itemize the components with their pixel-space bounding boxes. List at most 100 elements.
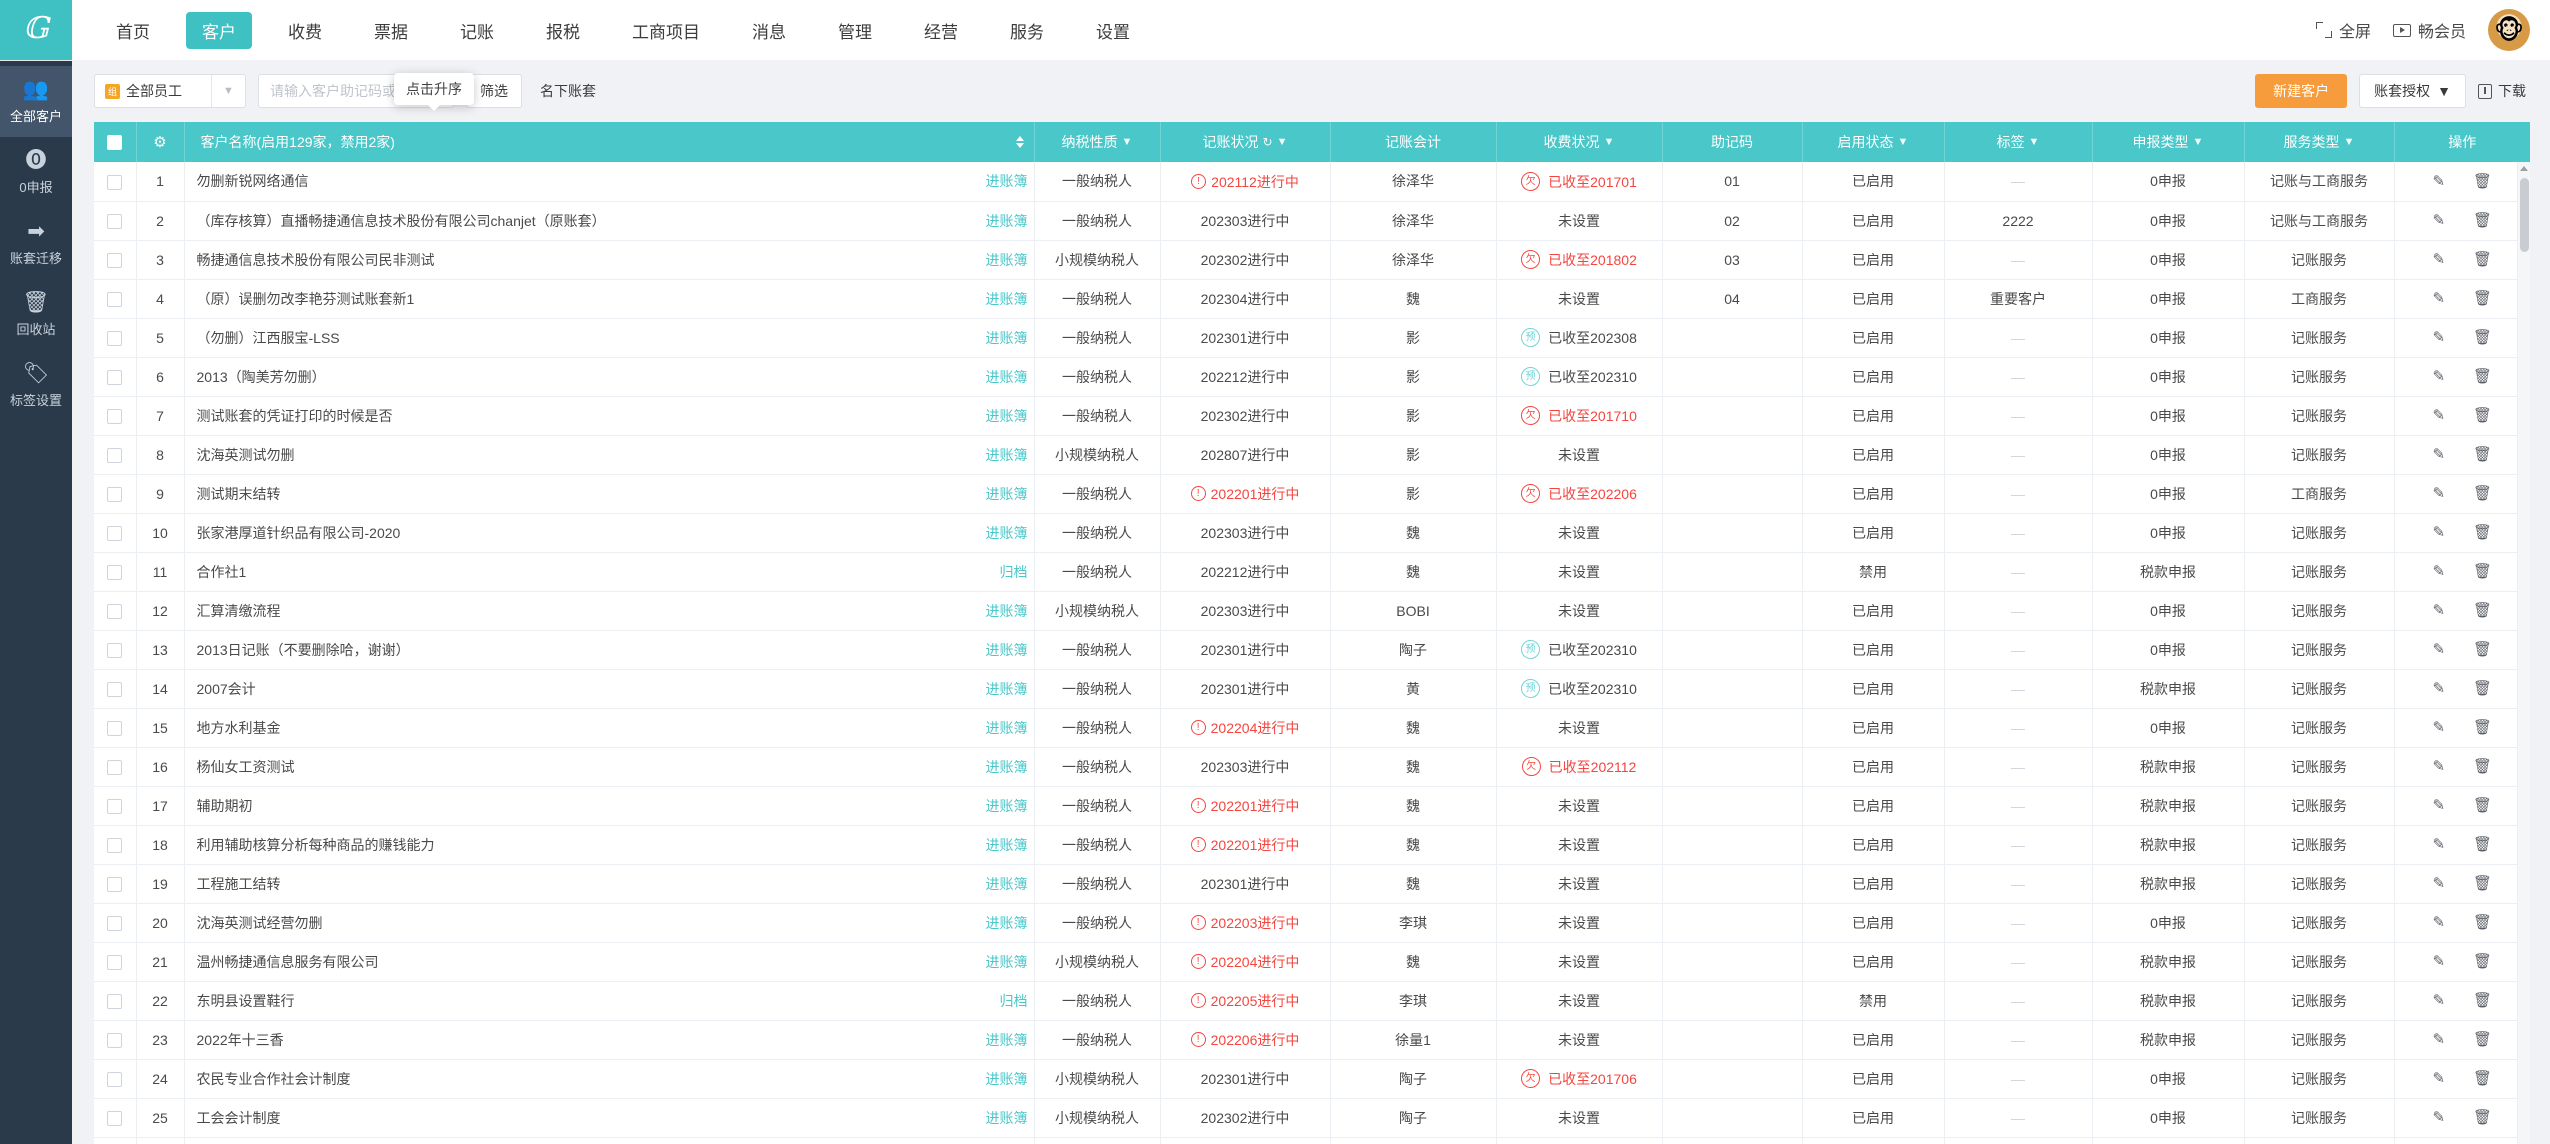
row-checkbox[interactable] xyxy=(107,213,123,229)
enter-ledger-link[interactable]: 进账簿 xyxy=(985,368,1028,385)
edit-icon[interactable]: ✎ xyxy=(2432,172,2446,190)
delete-icon[interactable]: 🗑 xyxy=(2473,251,2493,268)
sidebar-item-1[interactable]: 🄌 0申报 xyxy=(0,137,72,208)
edit-icon[interactable]: ✎ xyxy=(2432,758,2446,775)
delete-icon[interactable]: 🗑 xyxy=(2473,680,2493,697)
table-row[interactable]: 12 汇算清缴流程 进账簿 小规模纳税人 202303进行中 BOBI 未设置 已启用 —0申报… xyxy=(94,591,2530,631)
row-checkbox-cell[interactable] xyxy=(94,669,137,709)
filter-icon[interactable]: ▼ xyxy=(2343,136,2355,148)
row-checkbox[interactable] xyxy=(107,408,123,424)
enter-ledger-link[interactable]: 进账簿 xyxy=(985,173,1028,190)
table-row[interactable]: 24 农民专业合作社会计制度 进账簿 小规模纳税人 202301进行中 陶子 欠已收至201… xyxy=(94,1059,2530,1099)
edit-icon[interactable]: ✎ xyxy=(2432,524,2446,541)
chevron-down-icon[interactable]: ▼ xyxy=(211,75,245,107)
filter-icon[interactable]: ▼ xyxy=(1897,136,1909,148)
delete-icon[interactable]: 🗑 xyxy=(2473,446,2493,463)
nav-item-3[interactable]: 票据 xyxy=(374,22,408,42)
row-checkbox[interactable] xyxy=(107,876,123,892)
sidebar-item-4[interactable]: 🏷 标签设置 xyxy=(0,350,72,421)
row-checkbox-cell[interactable] xyxy=(94,630,137,670)
row-checkbox-cell[interactable] xyxy=(94,435,137,475)
enter-ledger-link[interactable]: 进账簿 xyxy=(985,914,1028,931)
filter-icon[interactable]: ▼ xyxy=(1276,136,1288,148)
sidebar-item-2[interactable]: ➡ 账套迁移 xyxy=(0,208,72,279)
row-checkbox-cell[interactable] xyxy=(94,357,137,397)
row-checkbox[interactable] xyxy=(107,837,123,853)
delete-icon[interactable]: 🗑 xyxy=(2473,563,2493,580)
nav-item-7[interactable]: 消息 xyxy=(752,22,786,42)
column-header-acct[interactable]: 记账会计 xyxy=(1330,122,1497,162)
sort-toggle[interactable] xyxy=(1015,136,1028,148)
row-checkbox-cell[interactable] xyxy=(94,825,137,865)
row-checkbox-cell[interactable] xyxy=(94,1020,137,1060)
delete-icon[interactable]: 🗑 xyxy=(2473,368,2493,385)
enter-ledger-link[interactable]: 进账簿 xyxy=(985,212,1028,229)
delete-icon[interactable]: 🗑 xyxy=(2473,1109,2493,1126)
row-checkbox[interactable] xyxy=(107,759,123,775)
enter-ledger-link[interactable]: 进账簿 xyxy=(985,641,1028,658)
app-logo[interactable]: 𝔾 xyxy=(0,0,72,60)
row-checkbox-cell[interactable] xyxy=(94,1059,137,1099)
delete-icon[interactable]: 🗑 xyxy=(2473,875,2493,892)
table-row[interactable]: 2 （库存核算）直播畅捷通信息技术股份有限公司chanjet（原账套） 进账簿 一般纳… xyxy=(94,201,2530,241)
enter-ledger-link[interactable]: 进账簿 xyxy=(985,1031,1028,1048)
enter-ledger-link[interactable]: 进账簿 xyxy=(985,836,1028,853)
enter-ledger-link[interactable]: 进账簿 xyxy=(985,680,1028,697)
row-checkbox-cell[interactable] xyxy=(94,279,137,319)
table-row[interactable]: 18 利用辅助核算分析每种商品的赚钱能力 进账簿 一般纳税人! 202201进行中魏未设… xyxy=(94,825,2530,865)
download-button[interactable]: 下载 xyxy=(2478,81,2530,101)
row-checkbox-cell[interactable] xyxy=(94,1098,137,1138)
delete-icon[interactable]: 🗑 xyxy=(2473,212,2493,229)
table-row[interactable]: 1 勿删新锐网络通信 进账簿 一般纳税人! 202112进行中 徐泽华 欠已收至201701… xyxy=(94,162,2530,202)
edit-icon[interactable]: ✎ xyxy=(2432,797,2446,814)
nav-item-2[interactable]: 收费 xyxy=(288,22,322,42)
row-checkbox[interactable] xyxy=(107,369,123,385)
row-checkbox[interactable] xyxy=(107,174,123,190)
table-row[interactable]: 23 2022年十三香 进账簿 一般纳税人! 202206进行中 徐量1 未设置 已启用 — 税款… xyxy=(94,1020,2530,1060)
sidebar-item-3[interactable]: 🗑 回收站 xyxy=(0,279,72,350)
edit-icon[interactable]: ✎ xyxy=(2432,1070,2446,1087)
filter-button[interactable]: 筛选 xyxy=(466,74,522,108)
delete-icon[interactable]: 🗑 xyxy=(2473,641,2493,658)
column-header-fee[interactable]: 收费状况 ▼ xyxy=(1496,122,1663,162)
table-row[interactable]: 21 温州畅捷通信息服务有限公司 进账簿 小规模纳税人! 202204进行中魏未设置 已启… xyxy=(94,942,2530,982)
edit-icon[interactable]: ✎ xyxy=(2432,1031,2446,1048)
enter-ledger-link[interactable]: 进账簿 xyxy=(985,407,1028,424)
column-header-ops[interactable]: 操作 xyxy=(2394,122,2530,162)
table-row[interactable]: 20 沈海英测试经营勿删 进账簿 一般纳税人! 202203进行中 李琪 未设置 已启用 —0申… xyxy=(94,903,2530,943)
edit-icon[interactable]: ✎ xyxy=(2432,407,2446,424)
edit-icon[interactable]: ✎ xyxy=(2432,641,2446,658)
row-checkbox[interactable] xyxy=(107,1032,123,1048)
scroll-up-icon[interactable] xyxy=(2520,166,2528,171)
enter-ledger-link[interactable]: 归档 xyxy=(999,563,1028,580)
delete-icon[interactable]: 🗑 xyxy=(2473,524,2493,541)
select-all-checkbox[interactable] xyxy=(107,134,123,150)
row-checkbox[interactable] xyxy=(107,642,123,658)
row-checkbox[interactable] xyxy=(107,291,123,307)
row-checkbox-cell[interactable] xyxy=(94,747,137,787)
table-row[interactable]: 16 杨仙女工资测试 进账簿 一般纳税人 202303进行中 魏 欠已收至202112 已启用… xyxy=(94,747,2530,787)
table-row[interactable]: 26江都区仙女镇泡泡面馆进账簿一般纳税人202303进行中魏未设置 已启用—税款申… xyxy=(94,1137,2530,1144)
edit-icon[interactable]: ✎ xyxy=(2432,446,2446,463)
enter-ledger-link[interactable]: 进账簿 xyxy=(985,1070,1028,1087)
delete-icon[interactable]: 🗑 xyxy=(2473,836,2493,853)
delete-icon[interactable]: 🗑 xyxy=(2473,1031,2493,1048)
edit-icon[interactable]: ✎ xyxy=(2432,836,2446,853)
employee-select[interactable]: 组 全部员工 ▼ xyxy=(94,74,246,108)
enter-ledger-link[interactable]: 进账簿 xyxy=(985,953,1028,970)
new-customer-button[interactable]: 新建客户 xyxy=(2255,74,2348,108)
row-checkbox-cell[interactable] xyxy=(94,201,137,241)
table-row[interactable]: 8 沈海英测试勿删 进账簿 小规模纳税人 202807进行中 影 未设置 已启用 —0申报 记账服… xyxy=(94,435,2530,475)
delete-icon[interactable]: 🗑 xyxy=(2473,758,2493,775)
enter-ledger-link[interactable]: 进账簿 xyxy=(985,1109,1028,1126)
row-checkbox[interactable] xyxy=(107,1071,123,1087)
row-checkbox[interactable] xyxy=(107,330,123,346)
search-input[interactable] xyxy=(270,83,430,99)
table-row[interactable]: 11 合作社1 归档 一般纳税人 202212进行中魏未设置 禁用 — 税款申报 记账服务 ✎ 🗑 xyxy=(94,552,2530,592)
delete-icon[interactable]: 🗑 xyxy=(2473,329,2493,346)
delete-icon[interactable]: 🗑 xyxy=(2473,290,2493,307)
row-checkbox[interactable] xyxy=(107,720,123,736)
edit-icon[interactable]: ✎ xyxy=(2432,368,2446,385)
column-header-service[interactable]: 服务类型 ▼ xyxy=(2244,122,2395,162)
column-header-check[interactable] xyxy=(94,122,137,162)
